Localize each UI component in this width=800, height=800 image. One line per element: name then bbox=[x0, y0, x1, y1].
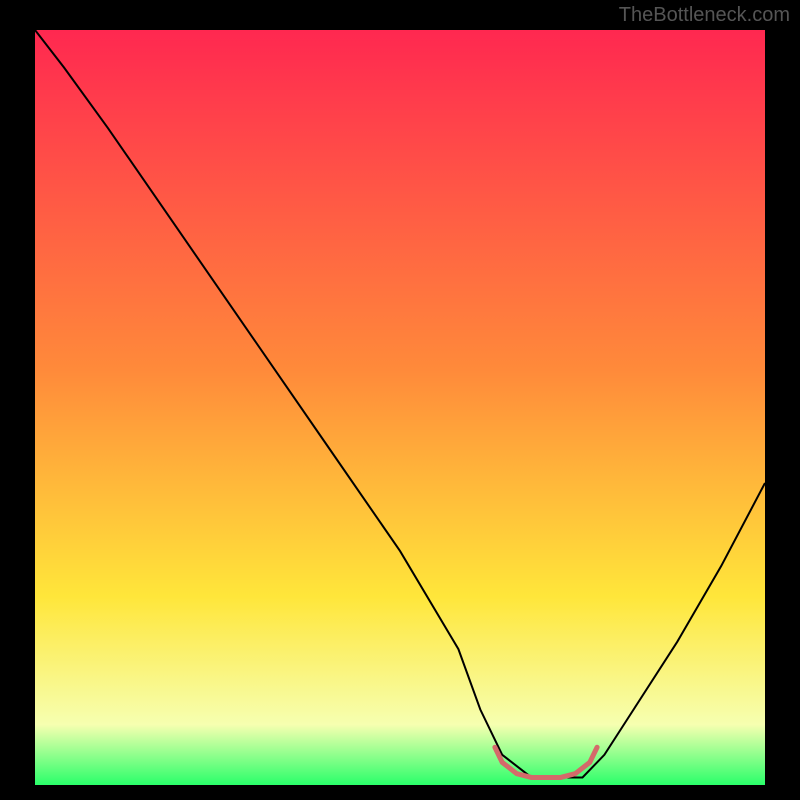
watermark-text: TheBottleneck.com bbox=[619, 4, 790, 27]
chart-svg bbox=[35, 30, 765, 785]
optimal-range-highlight bbox=[495, 747, 597, 777]
bottleneck-curve bbox=[35, 30, 765, 777]
bottleneck-chart bbox=[35, 30, 765, 785]
